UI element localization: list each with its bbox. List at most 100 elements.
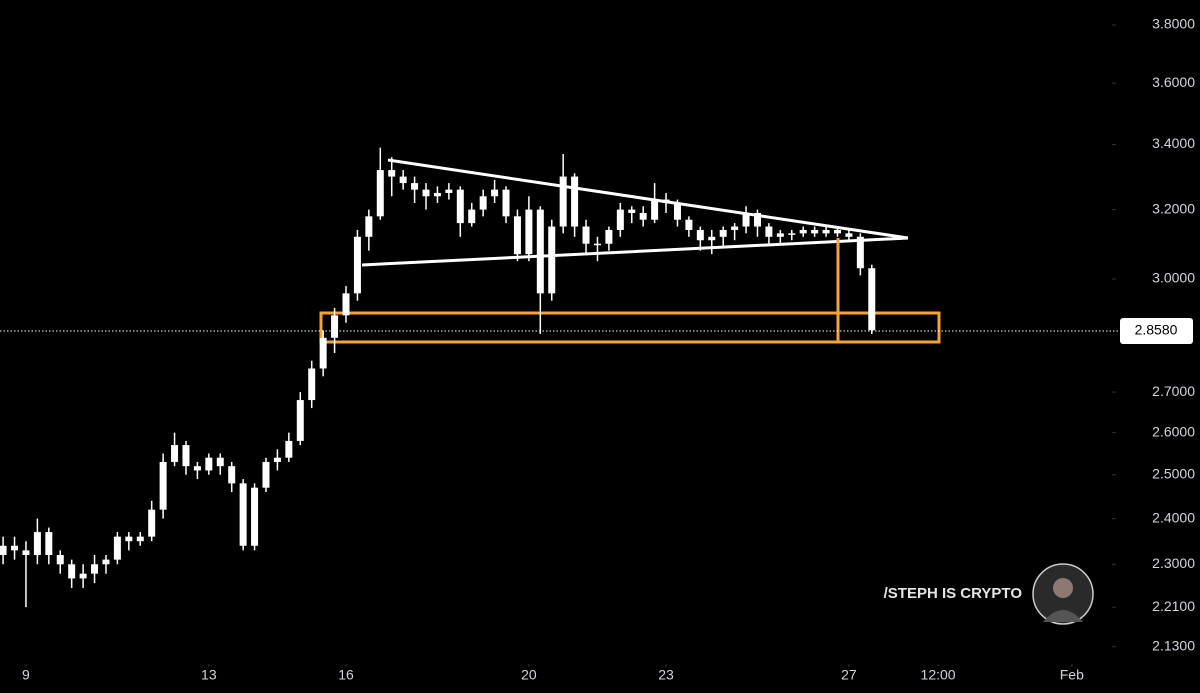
candle-body bbox=[662, 199, 670, 203]
candle-body bbox=[388, 170, 396, 177]
candle-body bbox=[319, 337, 327, 369]
y-tick-label: 2.3000 bbox=[1152, 555, 1195, 571]
y-tick-label: 2.4000 bbox=[1152, 509, 1195, 525]
candle-body bbox=[799, 229, 807, 234]
candle-body bbox=[696, 229, 704, 241]
candle-body bbox=[91, 564, 99, 574]
candle-body bbox=[273, 457, 281, 462]
candle-body bbox=[193, 466, 201, 471]
candle-body bbox=[79, 573, 87, 579]
y-tick-label: 3.0000 bbox=[1152, 270, 1195, 286]
candle-body bbox=[525, 209, 533, 255]
watermark: /STEPH IS CRYPTO bbox=[884, 585, 1023, 602]
candles bbox=[0, 147, 876, 608]
y-tick-label: 2.1300 bbox=[1152, 637, 1195, 653]
candle-body bbox=[479, 196, 487, 210]
candle-body bbox=[331, 315, 339, 338]
candle-body bbox=[68, 564, 76, 579]
candle-body bbox=[673, 202, 681, 220]
candle-body bbox=[513, 216, 521, 255]
last-price-box bbox=[1120, 318, 1193, 345]
x-tick-label: 12:00 bbox=[921, 667, 956, 683]
candle-body bbox=[411, 183, 419, 190]
candle-body bbox=[205, 457, 213, 471]
candle-body bbox=[182, 445, 190, 467]
candle-body bbox=[159, 461, 167, 510]
candle-body bbox=[639, 212, 647, 220]
candle-body bbox=[811, 229, 819, 234]
candle-body bbox=[868, 268, 876, 331]
candle-body bbox=[296, 400, 304, 441]
candle-body bbox=[33, 532, 41, 555]
candle-body bbox=[45, 532, 53, 555]
x-tick-label: 9 bbox=[22, 667, 30, 683]
candle-body bbox=[491, 189, 499, 197]
candle-body bbox=[571, 176, 579, 227]
last-price-label: 2.8580 bbox=[1135, 322, 1178, 338]
y-tick-label: 3.2000 bbox=[1152, 200, 1195, 216]
candle-body bbox=[0, 545, 7, 555]
candle-body bbox=[833, 229, 841, 234]
candle-body bbox=[422, 189, 430, 197]
triangle-lower bbox=[361, 236, 909, 267]
candle-body bbox=[308, 368, 316, 401]
candle-body bbox=[262, 461, 270, 488]
candle-body bbox=[628, 209, 636, 213]
candle-body bbox=[216, 457, 224, 467]
candle-body bbox=[593, 243, 601, 246]
candle-body bbox=[22, 550, 30, 555]
annotations bbox=[319, 158, 941, 344]
candle-body bbox=[456, 189, 464, 224]
candle-body bbox=[285, 440, 293, 458]
candle-body bbox=[56, 554, 64, 565]
candle-body bbox=[148, 509, 156, 537]
avatar-body bbox=[1043, 610, 1083, 622]
x-tick-label: Feb bbox=[1060, 667, 1084, 683]
y-tick-label: 3.8000 bbox=[1152, 16, 1195, 32]
candle-body bbox=[342, 293, 350, 316]
candle-body bbox=[719, 229, 727, 237]
candle-body bbox=[559, 176, 567, 227]
candle-body bbox=[11, 545, 19, 551]
y-tick-label: 3.6000 bbox=[1152, 74, 1195, 90]
candle-body bbox=[136, 536, 144, 542]
candle-body bbox=[753, 212, 761, 227]
candle-body bbox=[171, 445, 179, 462]
candle-body bbox=[548, 226, 556, 294]
y-tick-label: 3.4000 bbox=[1152, 135, 1195, 151]
candle-body bbox=[856, 236, 864, 269]
candle-body bbox=[536, 209, 544, 294]
candle-body bbox=[468, 209, 476, 224]
candle-body bbox=[708, 236, 716, 241]
candle-body bbox=[113, 536, 121, 560]
candle-body bbox=[731, 226, 739, 230]
candle-body bbox=[365, 216, 373, 237]
candle-body bbox=[433, 192, 441, 197]
candle-body bbox=[102, 559, 110, 565]
candle-body bbox=[788, 233, 796, 235]
candle-body bbox=[399, 176, 407, 184]
y-tick-label: 2.7000 bbox=[1152, 383, 1195, 399]
candle-body bbox=[845, 233, 853, 237]
avatar bbox=[1032, 563, 1094, 625]
candle-body bbox=[251, 487, 259, 546]
candle-body bbox=[765, 226, 773, 237]
y-tick-label: 2.6000 bbox=[1152, 423, 1195, 439]
candle-body bbox=[651, 199, 659, 220]
x-tick-label: 16 bbox=[338, 667, 354, 683]
candle-body bbox=[353, 236, 361, 294]
candle-body bbox=[228, 466, 236, 484]
x-tick-label: 13 bbox=[201, 667, 217, 683]
candle-body bbox=[616, 209, 624, 230]
x-tick-label: 23 bbox=[658, 667, 674, 683]
triangle-upper bbox=[387, 158, 909, 240]
candle-body bbox=[822, 229, 830, 234]
candle-body bbox=[445, 189, 453, 193]
candle-body bbox=[742, 212, 750, 227]
y-tick-label: 2.2100 bbox=[1152, 598, 1195, 614]
candle-body bbox=[605, 229, 613, 244]
candle-body bbox=[376, 170, 384, 217]
support-box bbox=[319, 311, 941, 344]
candle-body bbox=[685, 219, 693, 230]
